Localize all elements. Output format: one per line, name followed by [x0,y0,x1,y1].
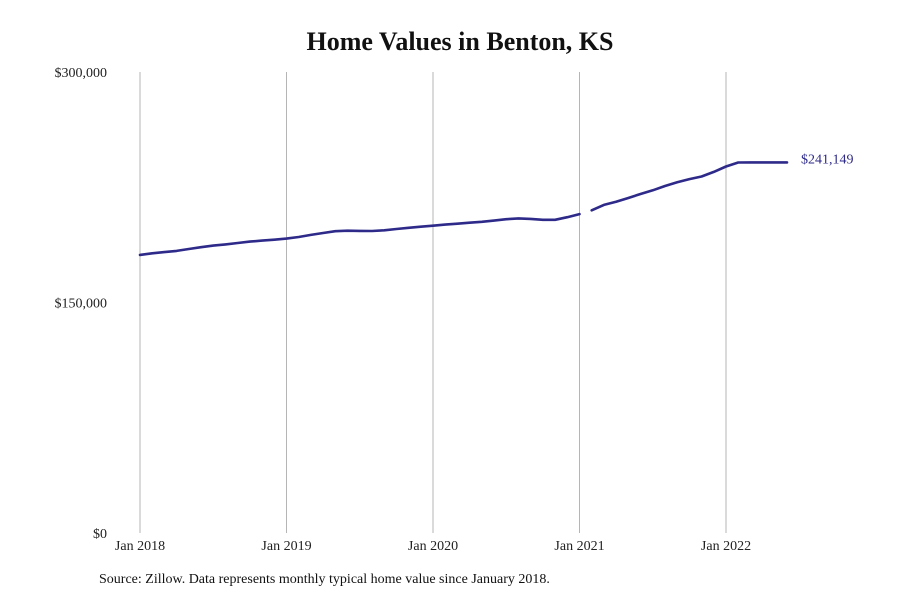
end-value-label: $241,149 [801,152,854,167]
x-tick-label: Jan 2022 [701,539,751,554]
chart-title: Home Values in Benton, KS [306,27,614,56]
y-tick-label: $300,000 [55,66,108,81]
series-line-segment-0 [138,212,581,257]
x-tick-label: Jan 2019 [261,539,311,554]
grid-layer [139,72,727,533]
series-line-segment-1 [590,161,789,212]
chart-area: $0$150,000$300,000 Jan 2018 Jan 2019 Jan 2… [55,66,854,554]
x-tick-label: Jan 2021 [554,539,604,554]
series-layer [138,161,789,257]
y-tick-label: $0 [93,527,107,542]
y-tick-label: $150,000 [55,297,108,312]
x-tick-label: Jan 2020 [408,539,458,554]
source-note: Source: Zillow. Data represents monthly … [99,572,550,587]
annotation-layer: $241,149 [801,152,854,167]
y-axis: $0 $150,000 $300,000 [55,66,108,542]
x-axis: Jan 2018 Jan 2019 Jan 2020 Jan 2021 Jan 2022 [115,539,751,554]
x-tick-label: Jan 2018 [115,539,165,554]
